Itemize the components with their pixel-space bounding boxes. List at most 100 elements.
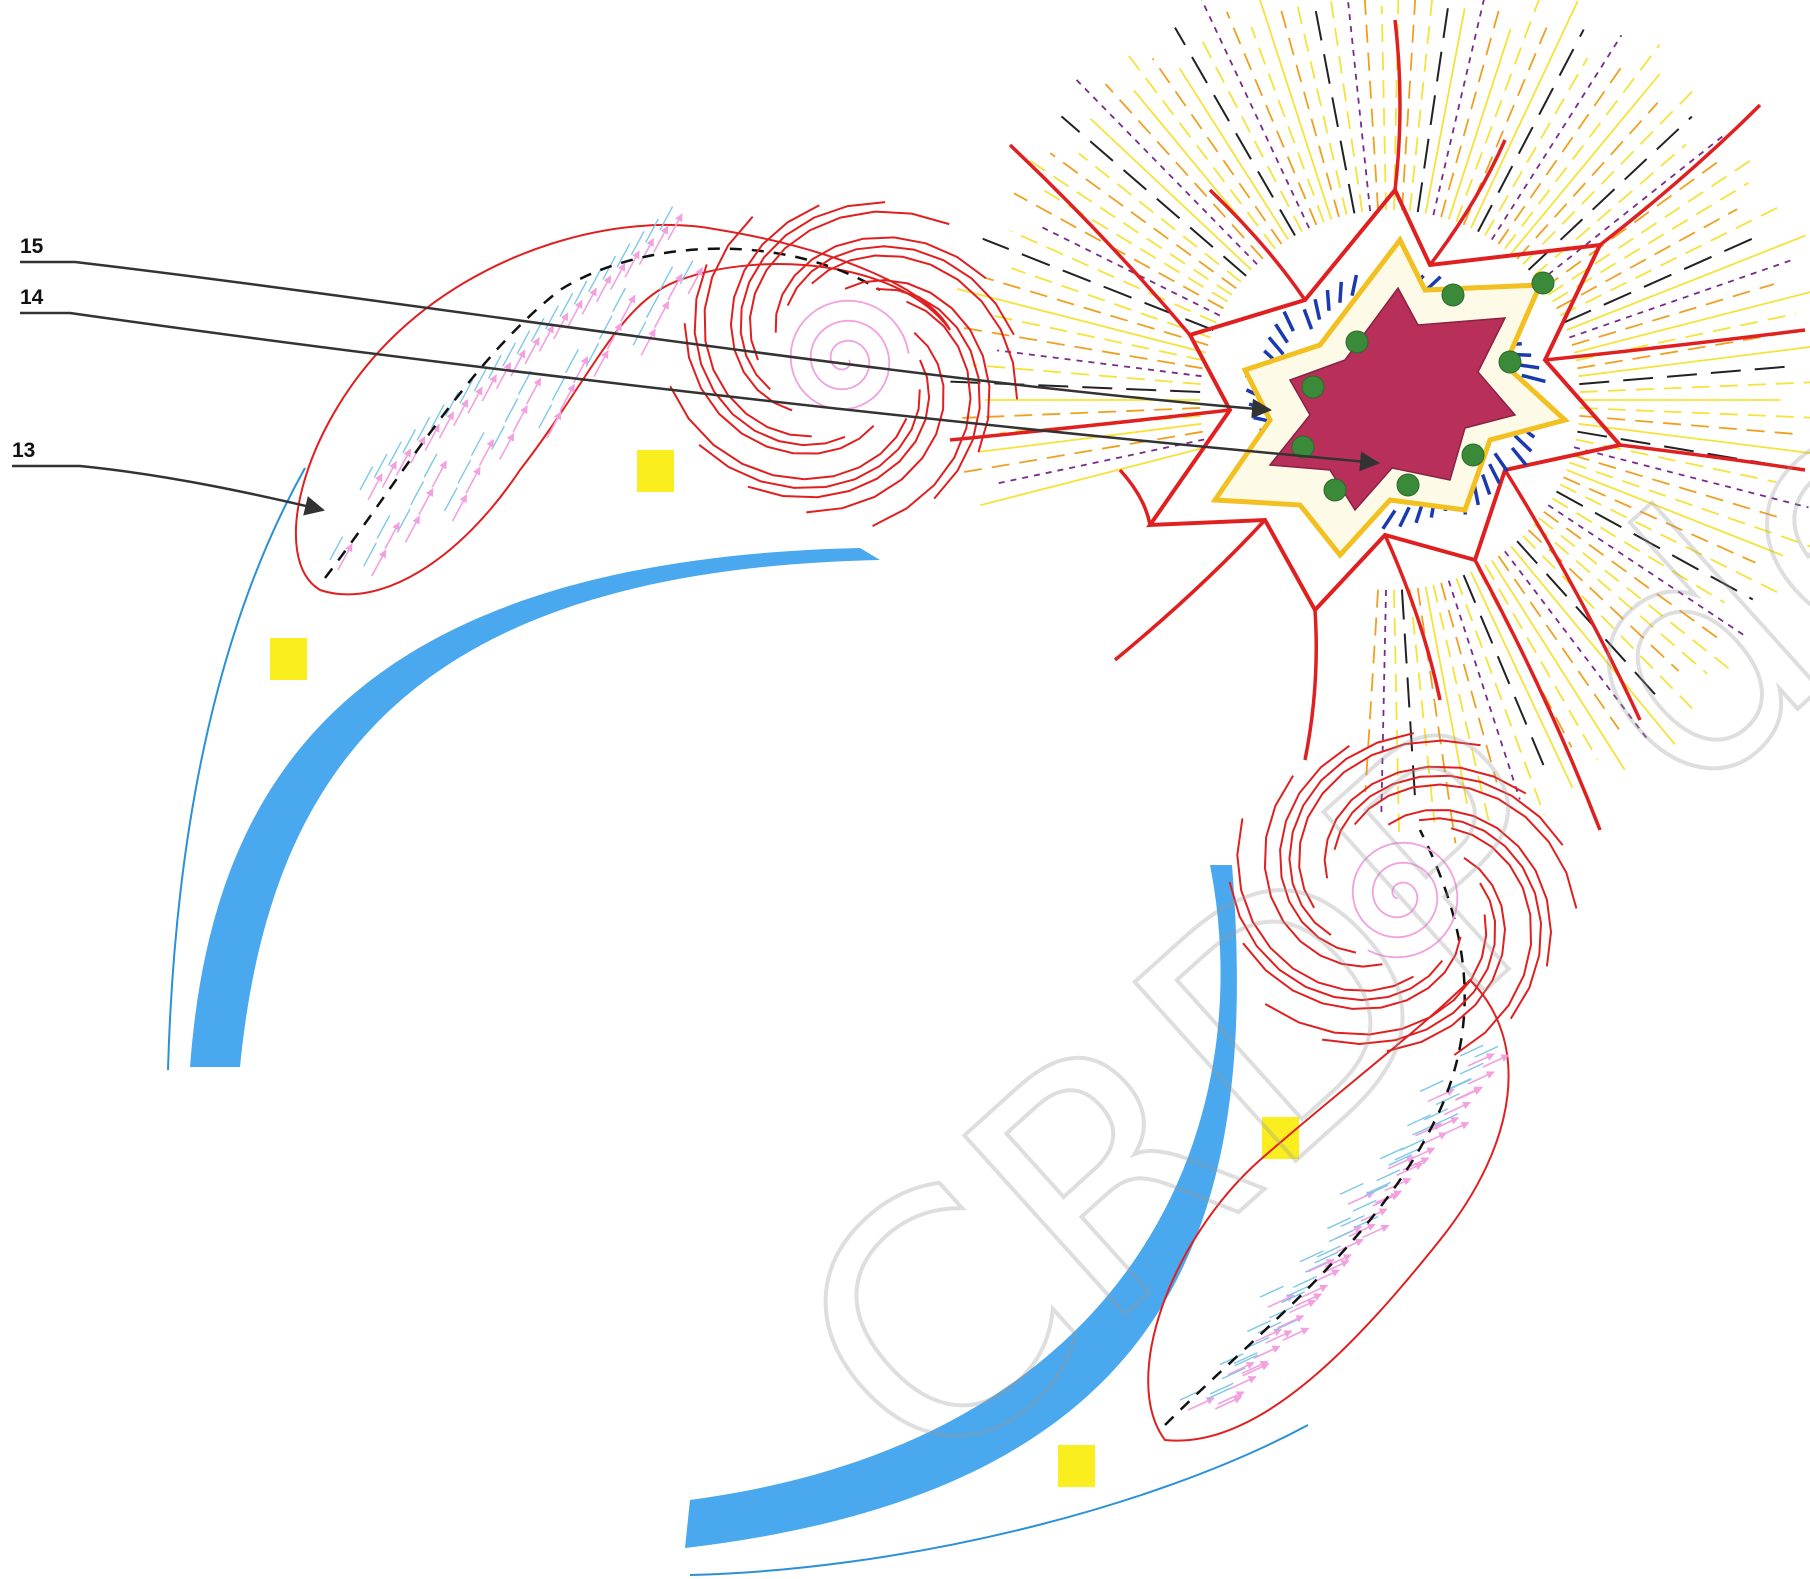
vortex-spiral xyxy=(1351,841,1459,959)
ray-line xyxy=(1200,38,1303,233)
stream-streak xyxy=(1328,1230,1353,1243)
stream-arrow xyxy=(1455,1086,1483,1100)
ray-line xyxy=(1013,192,1224,310)
ray-line xyxy=(1573,446,1809,509)
membrane-ray xyxy=(1503,469,1642,721)
stream-arrow xyxy=(1294,1293,1323,1307)
stream-arrow xyxy=(499,432,515,460)
stream-arrow xyxy=(638,238,655,266)
hair-mark xyxy=(1513,434,1533,453)
hair-mark xyxy=(1313,298,1322,320)
vortex-swirl xyxy=(1242,936,1462,1010)
stream-arrow xyxy=(687,267,703,295)
membrane-ray xyxy=(949,408,1231,442)
label-13: 13 xyxy=(12,439,35,462)
stream-streak xyxy=(1459,1062,1484,1075)
stream-arrow xyxy=(1467,1053,1495,1067)
vortex-swirl xyxy=(844,279,991,453)
ray-line xyxy=(1049,152,1237,290)
ray-line xyxy=(1484,564,1599,760)
vortex-swirl xyxy=(1228,881,1444,1002)
blue-band-arc xyxy=(190,548,880,1067)
stream-streak xyxy=(1459,1044,1484,1057)
leader-line-13 xyxy=(12,464,325,516)
stream-arrow xyxy=(624,250,640,278)
stream-streak xyxy=(1207,1387,1232,1400)
stream-arrow xyxy=(524,337,540,365)
stream-streak xyxy=(612,287,627,312)
ray-line xyxy=(1543,510,1719,639)
ray-line xyxy=(1401,0,1417,211)
stream-arrow xyxy=(610,262,626,290)
ray-line xyxy=(1579,365,1795,386)
stream-arrow xyxy=(1307,1258,1335,1273)
ray-line xyxy=(1510,73,1661,255)
ray-line xyxy=(1455,577,1546,816)
stream-streak xyxy=(517,370,532,395)
stream-streak xyxy=(1400,1138,1425,1151)
vortex-swirl xyxy=(703,215,812,438)
stream-streak xyxy=(410,481,425,506)
ray-line xyxy=(1556,490,1754,601)
ray-line xyxy=(988,313,1205,362)
stream-arrow xyxy=(1336,1238,1364,1253)
ray-line xyxy=(1380,6,1387,211)
stream-streak xyxy=(470,431,485,457)
stream-streak xyxy=(329,536,344,561)
ray-line xyxy=(1440,582,1498,783)
cell-core xyxy=(1268,286,1517,512)
ray-line xyxy=(1432,584,1490,823)
stream-arrow xyxy=(1362,1224,1390,1239)
stream-streak xyxy=(443,487,458,512)
stream-arrow xyxy=(667,273,683,301)
stream-arrow xyxy=(1187,1397,1215,1411)
ray-line xyxy=(1552,497,1725,604)
vortex-upper xyxy=(669,201,1019,527)
vortex-swirl xyxy=(698,389,921,489)
stream-arrow xyxy=(1265,1330,1293,1344)
stream-arrow xyxy=(1312,1269,1340,1283)
star-cell xyxy=(949,19,1806,831)
ray-line xyxy=(1432,0,1485,216)
hair-mark xyxy=(1398,506,1411,528)
stream-arrow xyxy=(1229,1376,1257,1390)
stream-streak xyxy=(430,404,445,429)
stream-streak xyxy=(1367,1181,1392,1194)
ray-line xyxy=(1020,154,1233,296)
ray-line xyxy=(1038,224,1221,317)
ray-line xyxy=(1330,1,1364,213)
vortex-swirl xyxy=(747,359,931,499)
stream-streak xyxy=(1209,1382,1234,1395)
vortex-swirl xyxy=(1323,765,1527,879)
ray-line xyxy=(1455,0,1540,223)
stream-arrow xyxy=(495,361,512,389)
stream-arrow xyxy=(371,549,387,577)
ray-line xyxy=(1491,34,1623,241)
stream-streak xyxy=(559,292,574,317)
ray-line xyxy=(1559,483,1782,596)
ray-line xyxy=(956,287,1207,354)
ray-line xyxy=(1416,587,1457,844)
ray-line xyxy=(1579,415,1793,435)
stream-arrow xyxy=(1300,1284,1329,1299)
stream-arrow xyxy=(481,374,497,402)
vortex-swirl xyxy=(1387,809,1553,967)
stream-streak xyxy=(1234,1354,1259,1367)
ray-line xyxy=(1447,28,1512,220)
stream-arrow xyxy=(1414,1122,1443,1137)
label-14: 14 xyxy=(20,286,44,309)
membrane-ray xyxy=(1393,19,1402,191)
stream-arrow xyxy=(1227,1361,1255,1376)
hair-mark xyxy=(1302,308,1314,330)
stream-arrow xyxy=(381,460,397,488)
ray-line xyxy=(1569,259,1791,339)
stream-streak xyxy=(1407,1114,1432,1127)
membrane-ray xyxy=(1428,139,1507,267)
ray-line xyxy=(1278,2,1340,218)
stream-lobe-upper-outline xyxy=(294,224,951,596)
ray-line xyxy=(1200,0,1310,229)
stream-streak xyxy=(1364,1184,1389,1197)
ray-line xyxy=(1543,161,1719,290)
stream-streak xyxy=(551,376,566,401)
membrane-ray xyxy=(1619,443,1806,472)
